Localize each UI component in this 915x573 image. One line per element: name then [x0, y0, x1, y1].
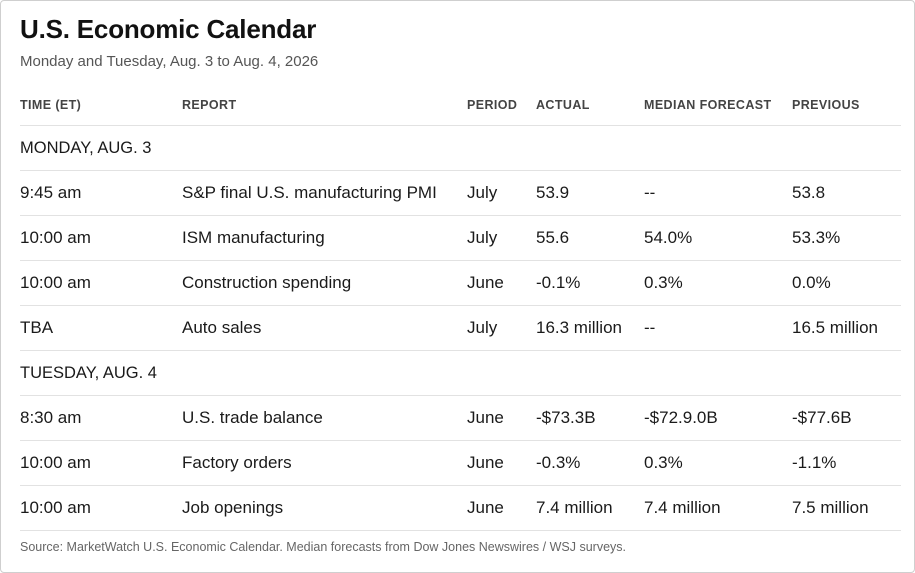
- cell-report: Factory orders: [182, 440, 467, 486]
- cell-period: June: [467, 485, 536, 531]
- day-label: TUESDAY, AUG. 4: [20, 350, 901, 396]
- cell-report: Construction spending: [182, 260, 467, 306]
- column-header-median-forecast: MEDIAN FORECAST: [644, 84, 792, 126]
- cell-time: TBA: [20, 305, 182, 351]
- cell-actual: -0.3%: [536, 440, 644, 486]
- column-header-previous: PREVIOUS: [792, 84, 901, 126]
- cell-previous: -$77.6B: [792, 395, 901, 441]
- table-row: 10:00 am Construction spending June -0.1…: [20, 260, 901, 306]
- column-header-time: TIME (ET): [20, 84, 182, 126]
- cell-report: S&P final U.S. manufacturing PMI: [182, 170, 467, 216]
- cell-period: July: [467, 215, 536, 261]
- cell-median: --: [644, 305, 792, 351]
- cell-median: 0.3%: [644, 440, 792, 486]
- cell-median: 0.3%: [644, 260, 792, 306]
- cell-actual: -0.1%: [536, 260, 644, 306]
- column-header-period: PERIOD: [467, 84, 536, 126]
- cell-time: 8:30 am: [20, 395, 182, 441]
- cell-time: 9:45 am: [20, 170, 182, 216]
- cell-period: June: [467, 395, 536, 441]
- table-row: 10:00 am ISM manufacturing July 55.6 54.…: [20, 215, 901, 261]
- cell-report: U.S. trade balance: [182, 395, 467, 441]
- table-row: 10:00 am Factory orders June -0.3% 0.3% …: [20, 440, 901, 486]
- cell-actual: 55.6: [536, 215, 644, 261]
- cell-previous: -1.1%: [792, 440, 901, 486]
- day-header-row: TUESDAY, AUG. 4: [20, 350, 901, 396]
- cell-median: 7.4 million: [644, 485, 792, 531]
- cell-previous: 53.8: [792, 170, 901, 216]
- cell-previous: 53.3%: [792, 215, 901, 261]
- cell-median: 54.0%: [644, 215, 792, 261]
- table-header-row: TIME (ET) REPORT PERIOD ACTUAL MEDIAN FO…: [20, 84, 901, 126]
- source-note: Source: MarketWatch U.S. Economic Calend…: [20, 540, 626, 554]
- column-header-report: REPORT: [182, 84, 467, 126]
- cell-previous: 16.5 million: [792, 305, 901, 351]
- page-title: U.S. Economic Calendar: [20, 14, 317, 44]
- day-header-row: MONDAY, AUG. 3: [20, 125, 901, 171]
- cell-median: --: [644, 170, 792, 216]
- table-row: 8:30 am U.S. trade balance June -$73.3B …: [20, 395, 901, 441]
- cell-previous: 0.0%: [792, 260, 901, 306]
- cell-actual: -$73.3B: [536, 395, 644, 441]
- day-label: MONDAY, AUG. 3: [20, 125, 901, 171]
- table-row: 9:45 am S&P final U.S. manufacturing PMI…: [20, 170, 901, 216]
- cell-report: Job openings: [182, 485, 467, 531]
- cell-report: Auto sales: [182, 305, 467, 351]
- cell-actual: 7.4 million: [536, 485, 644, 531]
- page-subtitle: Monday and Tuesday, Aug. 3 to Aug. 4, 20…: [20, 53, 319, 70]
- cell-actual: 16.3 million: [536, 305, 644, 351]
- cell-period: July: [467, 305, 536, 351]
- table-row: 10:00 am Job openings June 7.4 million 7…: [20, 485, 901, 531]
- cell-previous: 7.5 million: [792, 485, 901, 531]
- cell-time: 10:00 am: [20, 215, 182, 261]
- cell-time: 10:00 am: [20, 440, 182, 486]
- cell-period: June: [467, 440, 536, 486]
- economic-calendar-table: TIME (ET) REPORT PERIOD ACTUAL MEDIAN FO…: [20, 84, 901, 531]
- cell-time: 10:00 am: [20, 485, 182, 531]
- column-header-actual: ACTUAL: [536, 84, 644, 126]
- cell-median: -$72.9.0B: [644, 395, 792, 441]
- cell-period: July: [467, 170, 536, 216]
- cell-actual: 53.9: [536, 170, 644, 216]
- cell-period: June: [467, 260, 536, 306]
- cell-report: ISM manufacturing: [182, 215, 467, 261]
- table-row: TBA Auto sales July 16.3 million -- 16.5…: [20, 305, 901, 351]
- cell-time: 10:00 am: [20, 260, 182, 306]
